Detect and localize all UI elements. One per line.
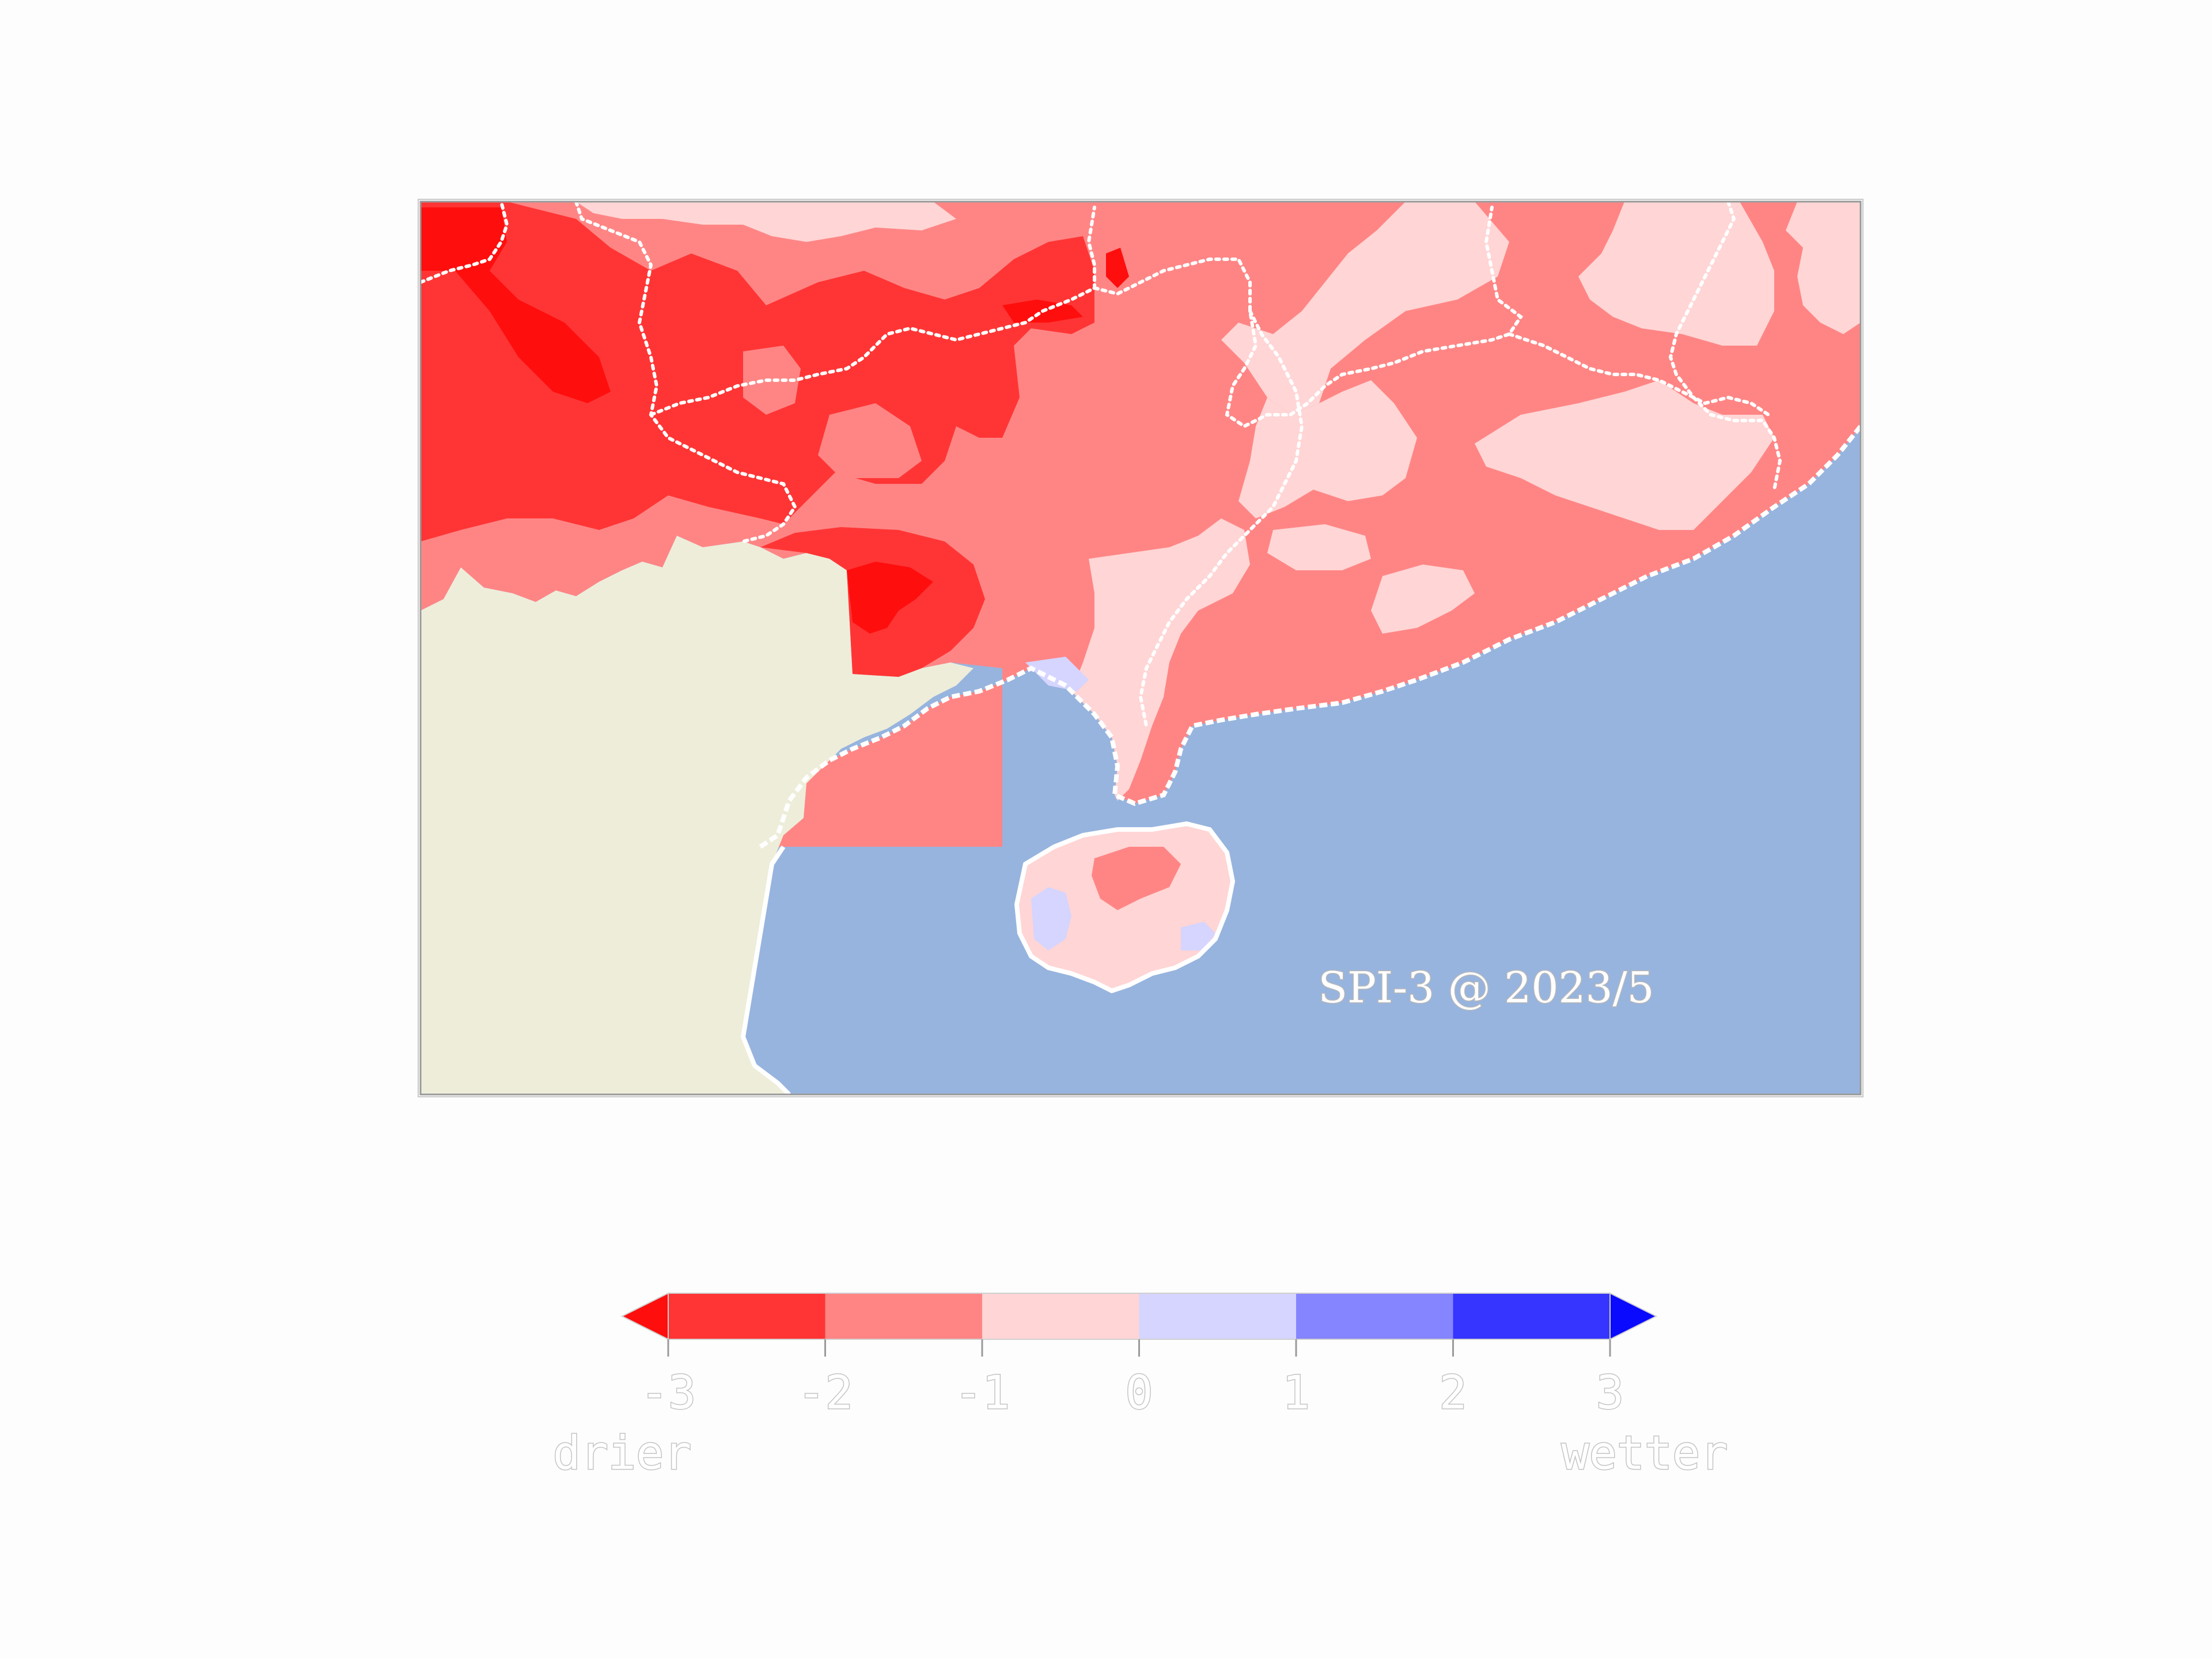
zone-hainan-wet-west [1031,887,1071,950]
colorbar-tick-label: 2 [1439,1366,1467,1419]
zone-coastal-wet [1025,657,1089,691]
zone-mild-dry-east [1475,380,1774,530]
colorbar-tick-label: 3 [1596,1366,1624,1419]
coastline [759,425,1861,849]
boundary-line-2 [574,202,797,543]
colorbar-tick-label: -2 [797,1366,853,1419]
colorbar-segments [620,1292,1658,1340]
zone-extremely-dry-north [421,207,611,403]
colorbar-segment [825,1293,982,1339]
map-frame [419,200,1862,1096]
colorbar-tick-label: -1 [955,1366,1010,1419]
colorbar-ticks: -3 -2 -1 0 1 2 3 [639,1339,1625,1421]
zone-mild-dry-top [576,202,956,242]
boundary-line-5 [1138,309,1304,728]
map-panel: SPI-3 @ 2023/5 [421,202,1861,1094]
colorbar-tick-label: -3 [641,1366,696,1419]
zone-mild-dry-south-a [1071,518,1250,801]
zone-hainan-dry-core [1092,847,1181,910]
zone-hainan-wet-east [1181,922,1215,950]
zone-mild-dry-south-b [1371,565,1475,634]
colorbar: -3 -2 -1 0 1 2 3 drier wetter [552,1292,1729,1481]
colorbar-segment [668,1293,825,1339]
admin-boundaries [421,202,1782,728]
zone-dry-pocket-1 [743,346,801,415]
colorbar-tick-label: 1 [1282,1366,1310,1419]
zone-extremely-dry-dot [1106,248,1129,288]
boundary-line-1 [421,202,509,284]
boundary-line-4 [1093,206,1524,429]
colorbar-right-label: wetter [1562,1426,1728,1480]
colorbar-segment [982,1293,1139,1339]
zone-mild-dry-top-east [1786,202,1861,334]
land-nodata-region [421,536,974,1094]
map-frame-outer [418,199,1863,1097]
zone-dry-pocket-2 [818,403,922,478]
colorbar-segment-below-min [620,1292,669,1340]
zone-extremely-dry-south [847,562,933,634]
map-title: SPI-3 @ 2023/5 [1318,963,1654,1013]
boundary-line-3 [649,206,1096,416]
colorbar-segment [1296,1293,1453,1339]
colorbar-segment-above-max [1609,1292,1658,1340]
colorbar-left-label: drier [553,1426,692,1480]
colorbar-segment [1139,1293,1296,1339]
zone-mild-dry-northeast [1221,202,1509,415]
coastline-nodata [740,845,791,1094]
zone-mild-dry-pocket [1267,524,1371,570]
boundary-line-7 [1668,202,1782,491]
boundary-line-6 [1508,332,1770,416]
hainan-coastline [1014,821,1236,994]
colorbar-segment [1453,1293,1610,1339]
colorbar-tick-label: 0 [1125,1366,1153,1419]
